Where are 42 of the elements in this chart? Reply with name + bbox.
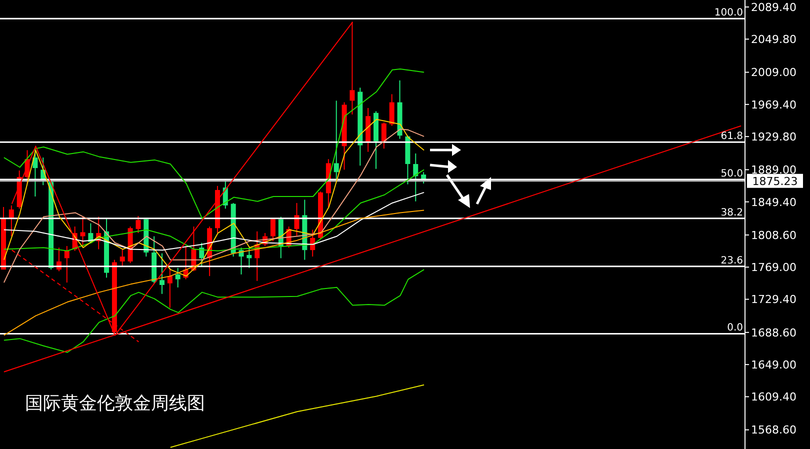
ref-line-label: 1875.23 bbox=[752, 174, 798, 188]
y-tick-label: 1688.60 bbox=[751, 326, 796, 340]
y-tick-label: 1849.40 bbox=[751, 196, 796, 209]
y-tick-label: 1889.00 bbox=[751, 164, 796, 177]
line-series bbox=[170, 384, 425, 448]
candlestick bbox=[175, 267, 180, 288]
candlestick bbox=[294, 202, 300, 237]
candlestick bbox=[270, 218, 276, 242]
y-tick-label: 2089.40 bbox=[751, 0, 796, 14]
y-tick-label: 2009.00 bbox=[751, 66, 796, 80]
candlestick bbox=[8, 204, 14, 237]
line-series bbox=[3, 269, 425, 353]
annotation: 23.6 bbox=[720, 255, 743, 266]
candlestick bbox=[389, 94, 394, 126]
candlestick bbox=[120, 248, 125, 267]
annotation: 38.2 bbox=[720, 207, 743, 218]
y-tick-label: 1729.40 bbox=[751, 293, 796, 306]
y-tick-label: 1969.40 bbox=[751, 98, 796, 112]
candlestick bbox=[246, 247, 252, 268]
y-tick-label: 1609.40 bbox=[751, 390, 796, 404]
candlestick bbox=[381, 122, 386, 150]
annotation: 0.0 bbox=[727, 322, 743, 334]
y-tick-label: 1808.60 bbox=[751, 228, 796, 242]
candlestick bbox=[199, 242, 204, 267]
candlestick bbox=[136, 215, 141, 234]
annotation: 50.0 bbox=[720, 168, 743, 180]
line-series bbox=[3, 68, 425, 219]
candlestick bbox=[160, 252, 165, 294]
candlestick bbox=[64, 246, 70, 284]
y-tick-label: 1929.80 bbox=[751, 130, 796, 144]
annotation: 61.8 bbox=[720, 131, 743, 142]
y-tick-label: 2049.80 bbox=[751, 33, 796, 46]
line-series bbox=[3, 210, 425, 336]
y-tick-label: 1769.00 bbox=[751, 261, 796, 274]
candlestick bbox=[413, 152, 418, 202]
candlestick bbox=[167, 267, 172, 308]
y-tick-label: 1568.60 bbox=[751, 424, 796, 437]
y-tick-label: 1649.00 bbox=[751, 358, 796, 372]
annotation: 100.0 bbox=[714, 8, 743, 19]
candlestick bbox=[80, 216, 86, 248]
text: 国际黄金伦敦金周线图 bbox=[25, 392, 205, 415]
candlestick bbox=[334, 100, 339, 180]
